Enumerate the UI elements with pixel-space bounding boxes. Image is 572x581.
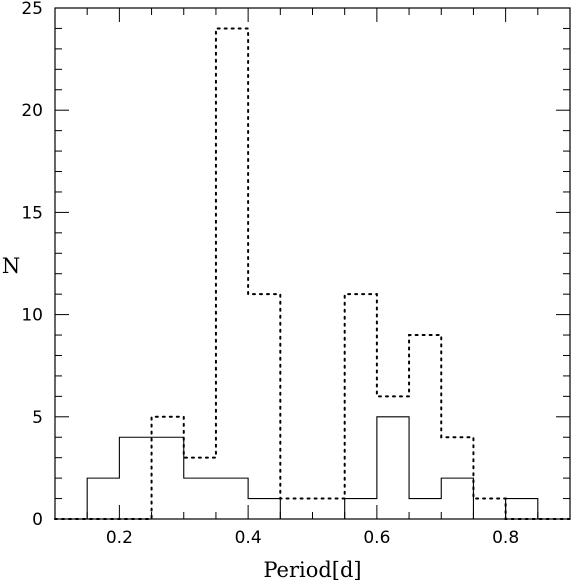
x-tick-label: 0.8 [492,528,519,548]
x-axis-label: Period[d] [263,558,361,581]
y-tick-label: 5 [32,408,43,428]
x-tick-label: 0.6 [363,528,390,548]
ticks-layer [54,7,571,520]
y-tick-label: 20 [21,101,43,121]
y-axis-label: N [2,254,20,278]
plot-frame [54,7,571,520]
x-tick-label: 0.4 [235,528,262,548]
histogram-series-dotted [54,27,571,520]
histogram-series-solid [55,416,570,520]
y-tick-label: 10 [21,306,43,326]
x-tick-label: 0.2 [106,528,133,548]
series-layer [54,27,571,520]
y-tick-label: 0 [32,510,43,530]
y-tick-label: 25 [21,0,43,19]
tick-labels: 0.2 0.4 0.6 0.8 0 5 10 15 20 25 [21,0,519,548]
y-tick-label: 15 [21,203,43,223]
